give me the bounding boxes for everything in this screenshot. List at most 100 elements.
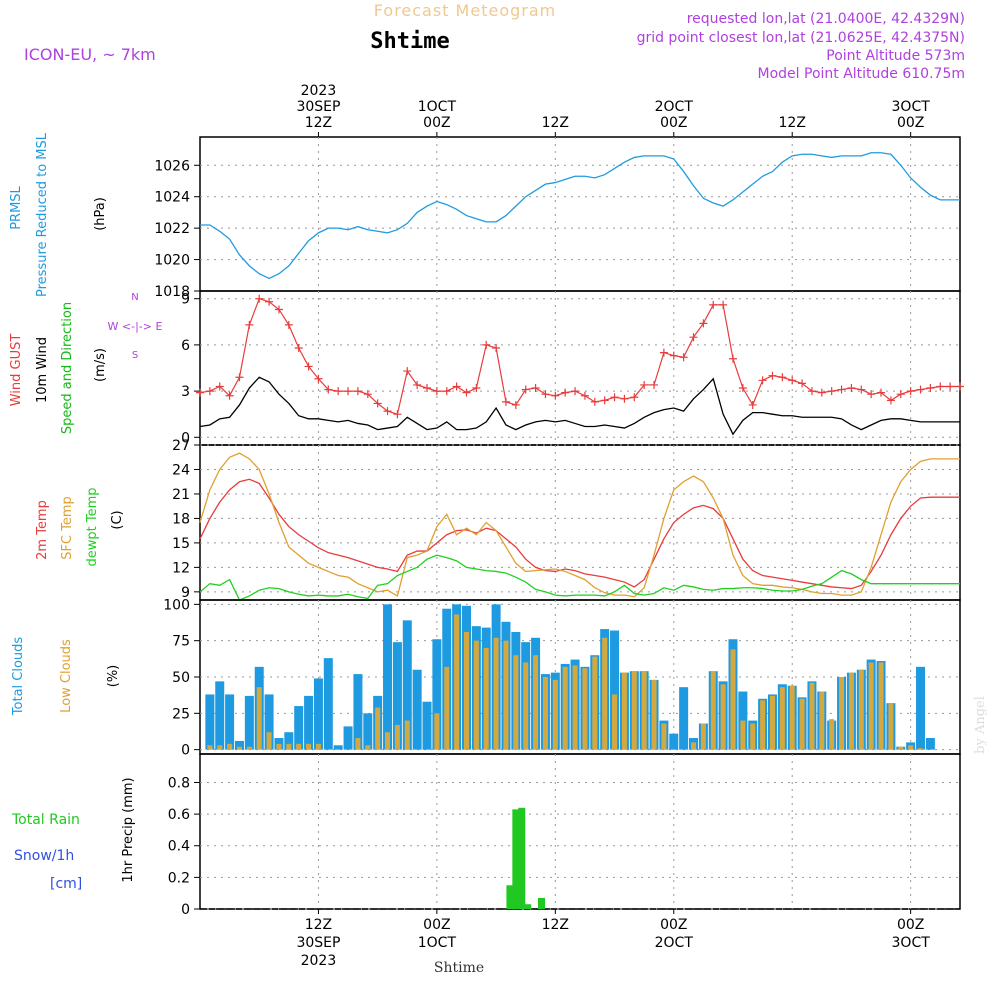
low-cloud-bar [562,666,568,750]
precipitation-tick-label: 0.6 [168,807,190,823]
temperature-tick-label: 12 [172,560,190,576]
wind-label-10m: 10m Wind [35,337,50,403]
model-altitude: Model Point Altitude 610.75m [758,66,965,82]
gust-marker [857,385,866,394]
low-cloud-bar [276,743,282,750]
temp-label-sfc: SFC Temp [60,496,75,560]
requested-coords: requested lon,lat (21.0400E, 42.4329N) [687,11,965,27]
total-cloud-bar [925,738,935,750]
gust-marker [551,391,560,400]
time-label-top: 3OCT [892,99,931,115]
model-label: ICON-EU, ~ 7km [24,45,156,64]
cloud-labels: Total Clouds Low Clouds (%) [11,637,121,717]
precipitation-tick-label: 0.8 [168,775,190,791]
clouds-panel: 0 25 50 75 100 [163,597,961,759]
low-cloud-bar [868,662,874,750]
total-cloud-bar [392,642,402,750]
low-cloud-bar [799,698,805,750]
low-cloud-bar [878,662,884,750]
gust-marker [590,397,599,406]
low-cloud-bar [848,672,854,750]
gust-marker [265,297,274,306]
grid-point-coords: grid point closest lon,lat (21.0625E, 42… [637,30,965,46]
low-cloud-bar [236,746,242,750]
low-cloud-bar [839,677,845,750]
pressure-label-unit: (hPa) [93,197,108,231]
point-altitude: Point Altitude 573m [826,48,965,64]
gust-marker [916,385,925,394]
time-label-top: 12Z [542,115,569,131]
gust-line [199,297,960,415]
gust-marker [284,320,293,329]
pressure-panel: 1018 1020 1022 1024 1026 [154,136,961,300]
low-cloud-bar [434,713,440,750]
low-cloud-bar [908,745,914,750]
low-cloud-bar [710,671,716,750]
low-cloud-bar [375,707,381,750]
gust-marker [541,390,550,399]
time-label-top: 30SEP [296,99,340,115]
time-label-top: 00Z [423,115,450,131]
pressure-label-desc: Pressure Reduced to MSL [35,132,50,297]
location-title: Shtime [370,29,449,54]
time-label-bottom: 00Z [660,917,687,933]
gust-marker [580,391,589,400]
cloud-label-low: Low Clouds [59,639,74,713]
low-cloud-bar [404,720,410,750]
gust-marker [452,382,461,391]
pressure-label-prmsl: PRMSL [9,185,24,229]
low-cloud-bar [700,723,706,750]
credit-label: by Angel [973,696,988,754]
time-label-bottom: 3OCT [892,935,931,951]
low-cloud-bar [819,691,825,750]
rain-bar [506,885,514,909]
total-cloud-bar [383,604,393,750]
gust-marker [334,387,343,396]
gust-marker [768,371,777,380]
low-cloud-bar [394,724,400,750]
temp-line-1 [199,452,960,598]
time-label-bottom: 12Z [542,917,569,933]
precip-labels: Total Rain Snow/1h [cm] 1hr Precip (mm) [11,777,136,892]
gust-marker [255,294,264,303]
low-cloud-bar [296,743,302,750]
time-label-top: 12Z [779,115,806,131]
precip-label-snow: Snow/1h [14,848,74,864]
low-cloud-bar [651,679,657,750]
low-cloud-bar [750,723,756,750]
gust-marker [225,391,234,400]
gust-marker [314,374,323,383]
gust-marker [294,343,303,352]
gust-marker [906,387,915,396]
total-cloud-bar [304,695,314,750]
total-cloud-bar [264,694,274,750]
low-cloud-bar [582,668,588,750]
gust-marker [847,384,856,393]
low-cloud-bar [641,671,647,750]
gust-marker [837,385,846,394]
wind-labels: Wind GUST 10m Wind Speed and Direction (… [9,292,162,434]
clouds-tick-label: 50 [172,670,190,686]
rain-bar [512,809,520,909]
low-cloud-bar [207,745,213,750]
low-cloud-bar [572,665,578,750]
precip-panel: 0 0.2 0.4 0.6 0.8 [168,753,961,918]
total-cloud-bar [205,694,215,750]
time-label-bottom: 00Z [897,917,924,933]
compass-s: S [132,350,138,361]
gust-marker [393,410,402,419]
total-cloud-bar [313,678,323,750]
gust-marker [472,384,481,393]
gust-marker [956,382,964,391]
time-label-top: 2OCT [655,99,694,115]
gust-marker [304,362,313,371]
time-label-top: 12Z [305,115,332,131]
gust-marker [462,388,471,397]
wind-speed-line [199,376,960,436]
wind-panel: 0 3 6 9 [181,290,964,446]
time-label-bottom: 00Z [423,917,450,933]
wind-tick-label: 0 [181,430,190,446]
time-axis-bottom: 12Z 30SEP 2023 00Z 1OCT 12Z 00Z 2OCT 00Z 3OCT [296,909,930,969]
temperature-frame [199,444,961,601]
